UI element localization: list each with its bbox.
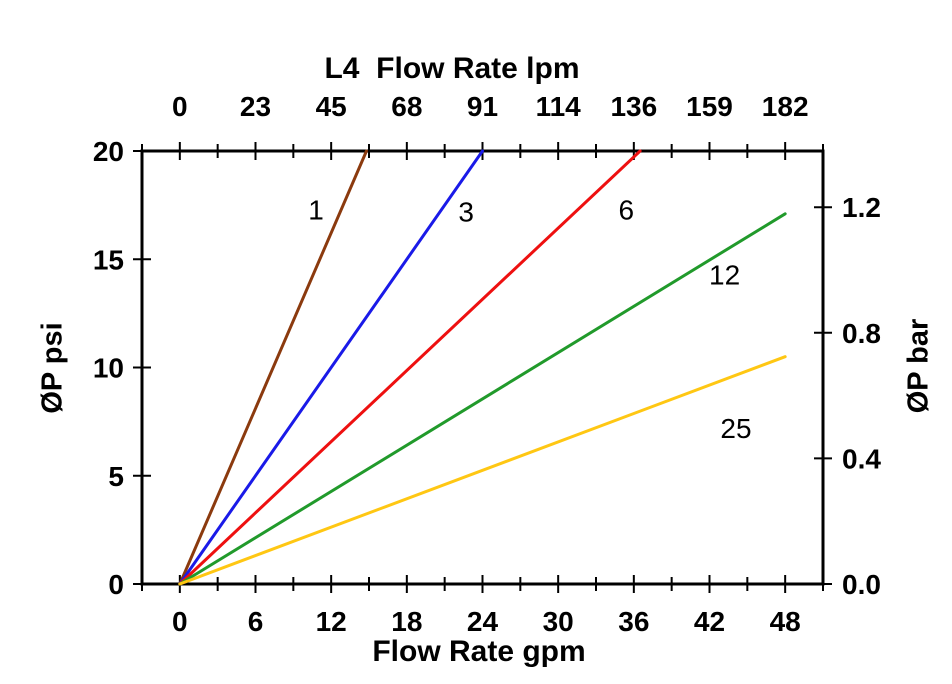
x-tick-label-bottom: 42	[694, 606, 725, 637]
series-line-6	[178, 149, 642, 586]
y-tick-label-left: 10	[93, 353, 124, 384]
x-tick-label-top: 0	[172, 91, 188, 122]
series-line-1	[178, 149, 368, 586]
left-axis-title: ØP psi	[36, 322, 69, 414]
bottom-axis-title: Flow Rate gpm	[372, 635, 586, 668]
right-axis-title: ØP bar	[902, 318, 935, 414]
x-tick-label-top: 45	[316, 91, 347, 122]
y-tick-label-right: 1.2	[842, 192, 881, 223]
x-tick-label-bottom: 6	[248, 606, 264, 637]
series-lines	[178, 149, 787, 586]
x-tick-label-top: 114	[536, 91, 582, 122]
y-tick-label-left: 5	[108, 461, 124, 492]
axis-ticks	[133, 142, 832, 593]
y-tick-label-left: 15	[93, 244, 124, 275]
x-tick-label-top: 91	[467, 91, 498, 122]
y-tick-label-right: 0.8	[842, 318, 881, 349]
x-tick-label-top: 182	[762, 91, 809, 122]
series-labels: 1 3 6 12 25	[308, 194, 751, 444]
y-tick-label-left: 0	[108, 569, 124, 600]
x-tick-label-bottom: 36	[618, 606, 649, 637]
x-tick-label-bottom: 30	[543, 606, 574, 637]
x-tick-label-bottom: 24	[467, 606, 499, 637]
x-tick-label-bottom: 18	[391, 606, 422, 637]
y-tick-label-left: 20	[93, 136, 124, 167]
series-line-3	[178, 149, 484, 586]
plot-box	[140, 149, 825, 586]
plot-frame	[140, 149, 825, 586]
series-line-12	[178, 212, 787, 586]
y-tick-label-right: 0.4	[842, 443, 881, 474]
x-tick-label-top: 23	[240, 91, 271, 122]
x-tick-label-top: 136	[610, 91, 657, 122]
x-tick-label-bottom: 0	[172, 606, 188, 637]
x-tick-label-top: 68	[391, 91, 422, 122]
series-label-3: 3	[458, 197, 474, 228]
axis-tick-labels: 0 6 12 18 24 30 36 42 480 23 45 68 91 114 136 159 182051…	[93, 91, 882, 637]
series-label-25: 25	[720, 413, 751, 444]
x-tick-label-bottom: 48	[770, 606, 801, 637]
x-tick-label-bottom: 12	[316, 606, 347, 637]
x-tick-label-top: 159	[686, 91, 733, 122]
top-axis-title: L4 Flow Rate lpm	[324, 52, 580, 85]
y-tick-label-right: 0.0	[842, 569, 881, 600]
series-label-6: 6	[618, 194, 634, 225]
series-line-25	[178, 355, 787, 586]
series-label-12: 12	[709, 259, 740, 290]
series-label-1: 1	[308, 194, 324, 225]
